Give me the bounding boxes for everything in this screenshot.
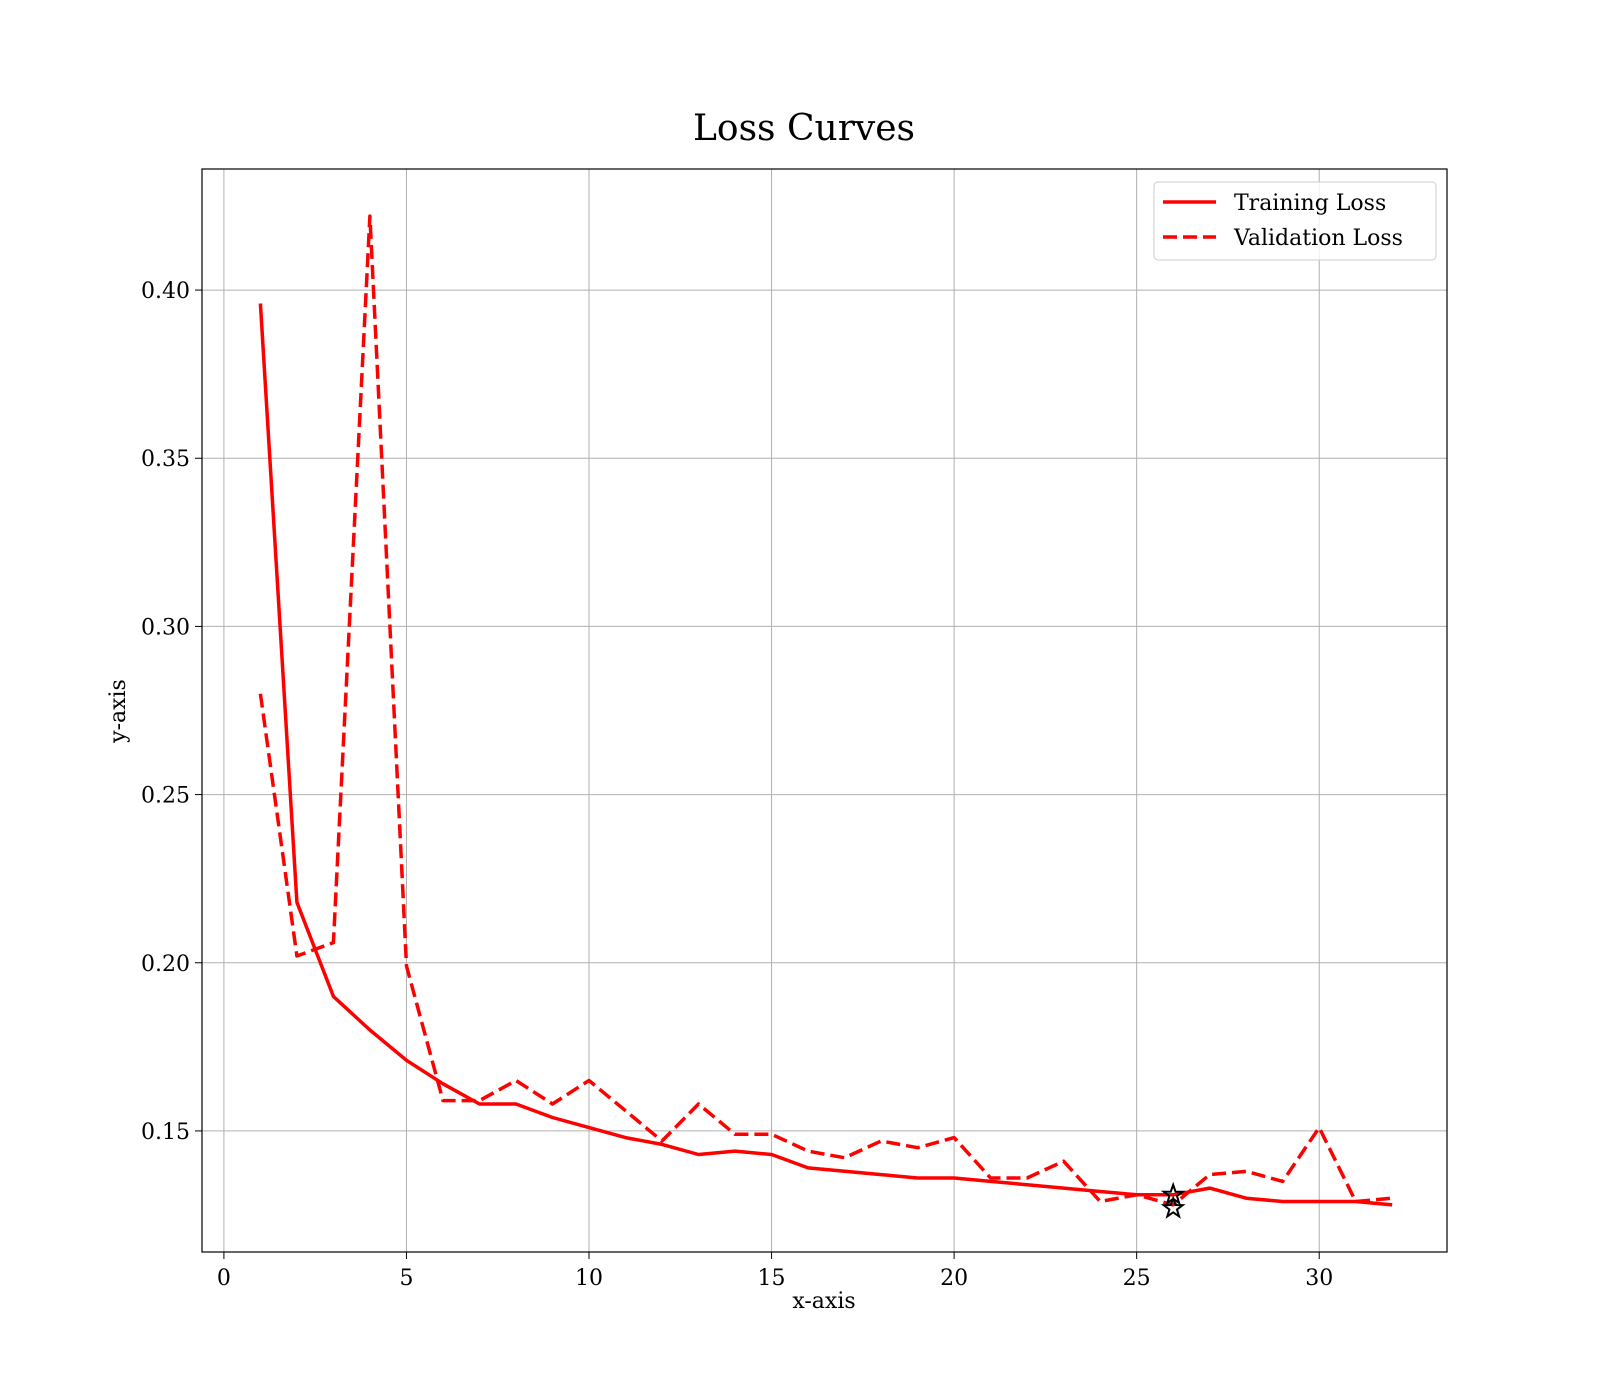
x-tick-label: 25 [1123, 1266, 1151, 1291]
plot-frame [201, 168, 1448, 1253]
x-tick-label: 30 [1305, 1266, 1333, 1291]
plot-area [202, 169, 1447, 1252]
grid-lines [202, 169, 1447, 1252]
y-axis-label: y-axis [106, 679, 131, 744]
y-tick-label: 0.40 [141, 279, 190, 304]
x-axis-label: x-axis [792, 1289, 855, 1314]
x-tick-label: 0 [217, 1266, 231, 1291]
legend: Training Loss Validation Loss [1153, 181, 1437, 261]
validation-loss-line [258, 214, 1393, 1207]
x-axis-ticks: 0 5 10 15 20 25 30 [217, 1252, 1333, 1291]
y-tick-label: 0.15 [141, 1120, 190, 1145]
x-tick-label: 20 [940, 1266, 968, 1291]
series-lines [258, 214, 1393, 1207]
training-loss-line [258, 303, 1393, 1207]
y-tick-label: 0.25 [141, 784, 190, 809]
star-marker [1160, 1195, 1186, 1219]
y-tick-label: 0.20 [141, 952, 190, 977]
legend-label: Training Loss [1234, 191, 1386, 216]
legend-label: Validation Loss [1233, 226, 1403, 251]
x-tick-label: 10 [575, 1266, 603, 1291]
chart-title: Loss Curves [693, 108, 915, 149]
y-axis-ticks: 0.15 0.20 0.25 0.30 0.35 0.40 [141, 279, 202, 1145]
x-tick-label: 5 [399, 1266, 413, 1291]
y-tick-label: 0.35 [141, 447, 190, 472]
y-tick-label: 0.30 [141, 615, 190, 640]
legend-box [1153, 181, 1437, 261]
x-tick-label: 15 [758, 1266, 786, 1291]
best-epoch-markers [1160, 1181, 1186, 1219]
